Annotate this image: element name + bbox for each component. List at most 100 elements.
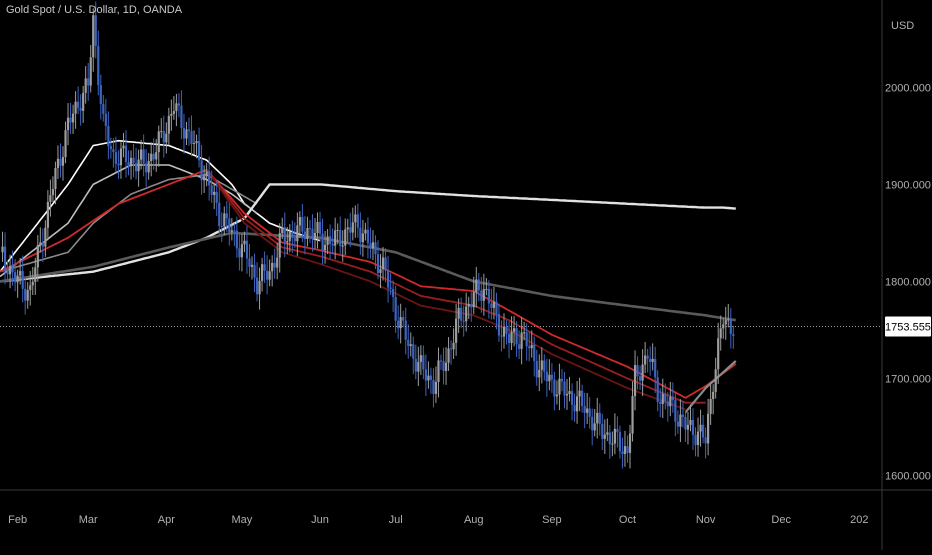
candle-body[interactable]	[182, 127, 186, 139]
candle-body[interactable]	[8, 266, 12, 275]
candle[interactable]	[187, 117, 191, 146]
candle-body[interactable]	[334, 230, 337, 246]
candle-body[interactable]	[570, 391, 574, 405]
candle-body[interactable]	[303, 231, 307, 240]
candle-body[interactable]	[616, 428, 619, 433]
candle[interactable]	[460, 297, 463, 329]
candle-body[interactable]	[235, 230, 238, 249]
candle-body[interactable]	[39, 242, 42, 246]
candle-body[interactable]	[77, 101, 80, 108]
candle[interactable]	[399, 303, 402, 344]
candle-body[interactable]	[24, 288, 27, 301]
candle-body[interactable]	[538, 369, 541, 378]
candle[interactable]	[271, 255, 274, 287]
candle-body[interactable]	[444, 362, 448, 371]
candle-body[interactable]	[512, 328, 516, 332]
candle[interactable]	[36, 235, 39, 282]
candle-body[interactable]	[646, 355, 649, 359]
candle[interactable]	[205, 162, 208, 187]
candle-body[interactable]	[359, 227, 362, 243]
candle[interactable]	[124, 130, 128, 178]
candle[interactable]	[203, 165, 206, 194]
candle-body[interactable]	[208, 171, 211, 186]
candle-body[interactable]	[553, 379, 556, 397]
candle-body[interactable]	[719, 328, 722, 339]
candle-body[interactable]	[397, 320, 400, 329]
candle-body[interactable]	[727, 319, 730, 321]
candle-body[interactable]	[583, 405, 586, 413]
candle-body[interactable]	[89, 57, 92, 86]
candle-body[interactable]	[346, 227, 349, 230]
candle-body[interactable]	[331, 243, 334, 246]
candle-body[interactable]	[109, 146, 112, 150]
candle[interactable]	[696, 417, 700, 457]
candle[interactable]	[558, 363, 561, 411]
candle[interactable]	[442, 347, 445, 385]
candle[interactable]	[530, 330, 533, 358]
candle[interactable]	[611, 431, 614, 457]
candle[interactable]	[71, 104, 75, 134]
candle[interactable]	[14, 259, 17, 292]
candle-body[interactable]	[49, 195, 52, 202]
candle[interactable]	[248, 243, 251, 277]
candle[interactable]	[422, 345, 425, 380]
candle[interactable]	[407, 324, 410, 359]
candle[interactable]	[553, 371, 556, 411]
candle[interactable]	[432, 368, 435, 408]
candle[interactable]	[273, 248, 276, 279]
candle-body[interactable]	[36, 245, 39, 268]
candle[interactable]	[704, 427, 707, 459]
candle[interactable]	[497, 303, 501, 342]
candle-body[interactable]	[215, 191, 218, 203]
candle-body[interactable]	[170, 113, 173, 116]
candle[interactable]	[608, 425, 611, 459]
candle-body[interactable]	[606, 432, 609, 435]
candle-body[interactable]	[361, 233, 364, 243]
candle-body[interactable]	[525, 332, 528, 347]
candle[interactable]	[301, 203, 304, 243]
candle[interactable]	[185, 122, 188, 145]
candle-body[interactable]	[203, 176, 206, 181]
candle[interactable]	[455, 303, 458, 356]
candle-body[interactable]	[409, 344, 412, 347]
candle-body[interactable]	[124, 145, 128, 163]
candle[interactable]	[492, 286, 496, 320]
candle[interactable]	[616, 416, 619, 448]
candle[interactable]	[722, 318, 725, 339]
candle[interactable]	[117, 150, 120, 180]
candle-body[interactable]	[248, 258, 251, 267]
candle-body[interactable]	[691, 419, 695, 435]
candle[interactable]	[490, 288, 493, 320]
candle[interactable]	[548, 359, 551, 391]
candle-body[interactable]	[679, 414, 682, 427]
candle-body[interactable]	[41, 242, 44, 247]
candle-body[interactable]	[417, 361, 420, 372]
candle-body[interactable]	[447, 348, 450, 363]
candle[interactable]	[46, 190, 49, 241]
candle-body[interactable]	[14, 272, 17, 283]
candle[interactable]	[137, 149, 140, 187]
candle-body[interactable]	[165, 133, 168, 143]
candle[interactable]	[712, 384, 715, 415]
candle[interactable]	[349, 212, 352, 247]
candle-body[interactable]	[477, 279, 480, 291]
candle-body[interactable]	[518, 344, 521, 349]
candle[interactable]	[329, 224, 332, 260]
candle[interactable]	[578, 377, 581, 412]
candle[interactable]	[313, 218, 317, 249]
candle[interactable]	[134, 147, 138, 180]
candle-body[interactable]	[313, 232, 317, 239]
candle-body[interactable]	[175, 103, 178, 112]
candle-body[interactable]	[457, 307, 460, 319]
candle-body[interactable]	[29, 285, 32, 291]
candle[interactable]	[452, 328, 455, 359]
candle-body[interactable]	[283, 227, 286, 243]
candle-body[interactable]	[205, 171, 208, 177]
candle-body[interactable]	[545, 371, 548, 382]
candle-body[interactable]	[172, 111, 175, 114]
candle[interactable]	[570, 383, 574, 421]
candle-body[interactable]	[356, 214, 359, 228]
candle[interactable]	[336, 223, 339, 245]
